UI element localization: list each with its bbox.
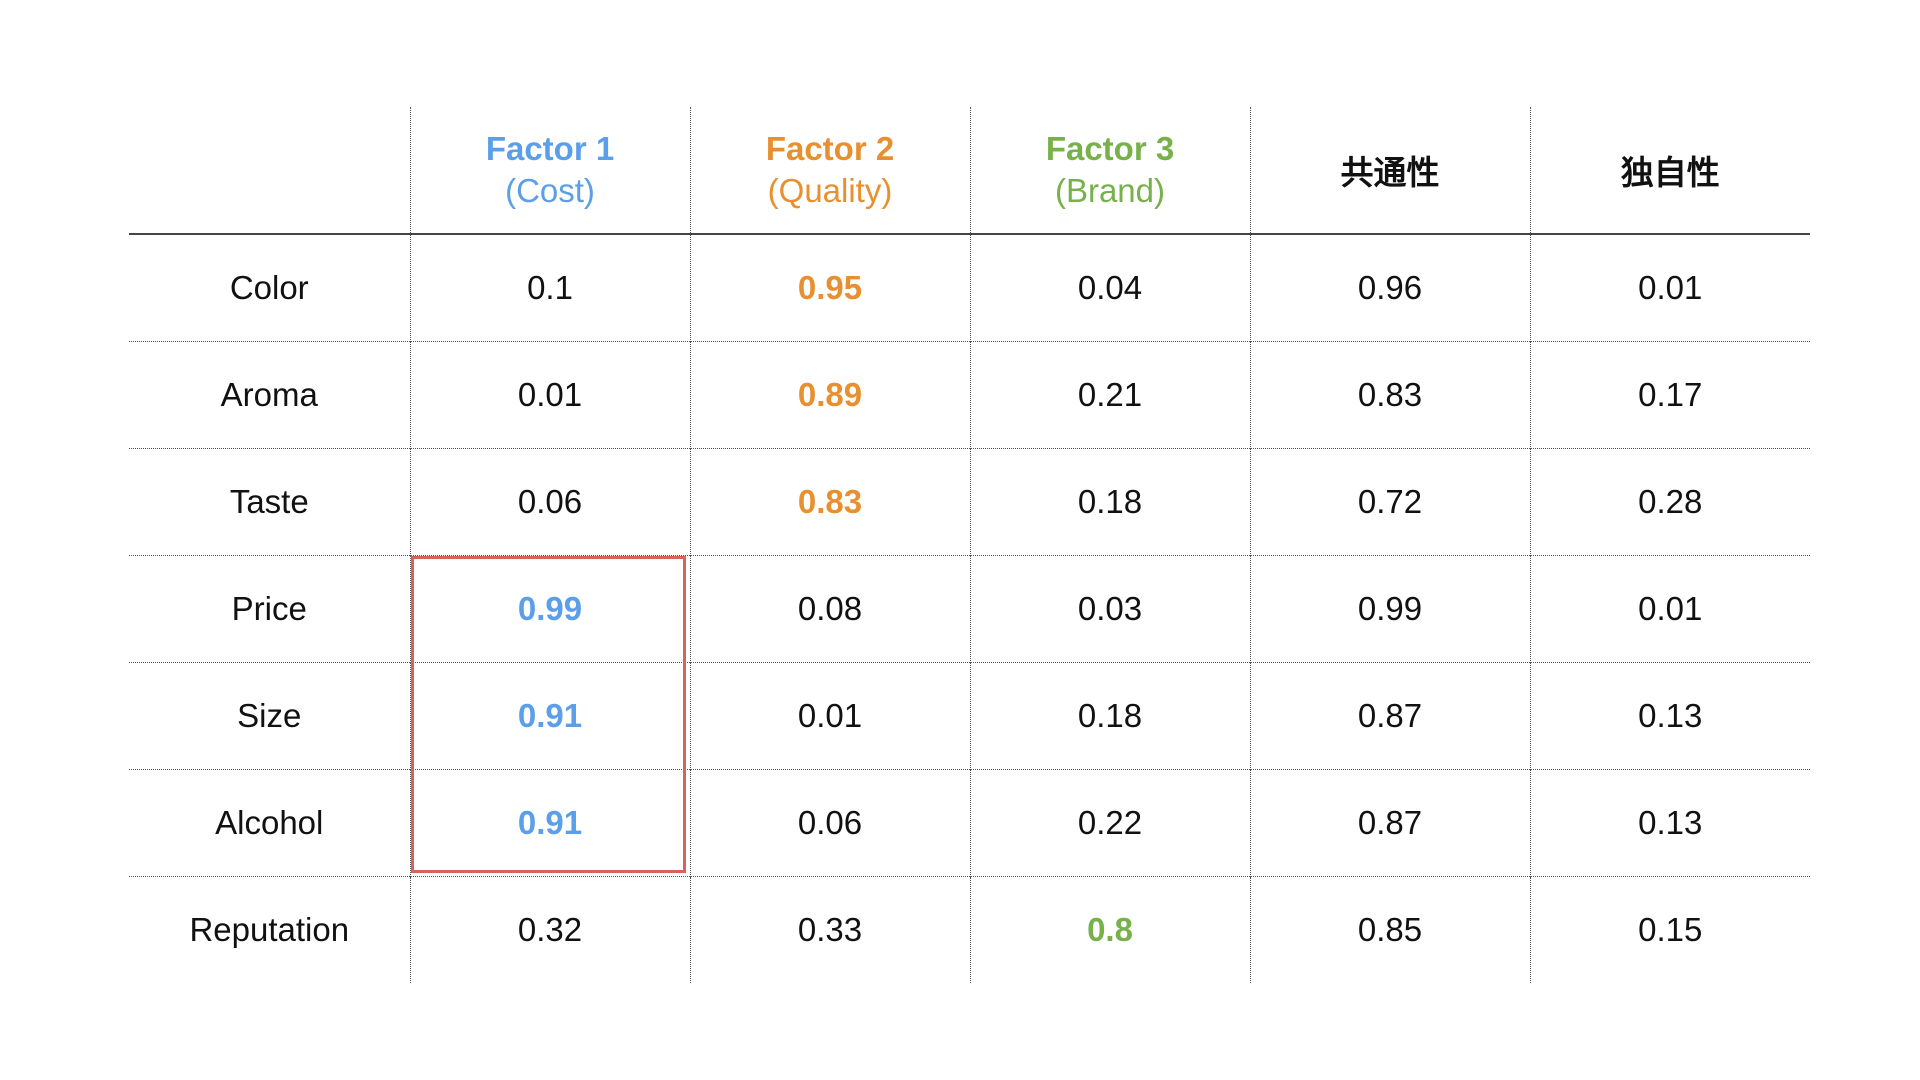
loading-value-cell: 0.91 <box>409 768 690 876</box>
factor-loading-table-container: Factor 1 (Cost) Factor 2 (Quality) Facto… <box>129 107 1810 983</box>
header-corner-cell <box>129 107 410 235</box>
loading-value-cell: 0.01 <box>1529 234 1810 341</box>
factor-1-subtitle: (Cost) <box>505 172 595 209</box>
header-factor-3: Factor 3 (Brand) <box>969 107 1250 235</box>
row-label: Aroma <box>129 340 410 448</box>
row-label: Price <box>129 554 410 662</box>
row-label: Color <box>229 268 309 306</box>
factor-2-subtitle: (Quality) <box>767 172 893 209</box>
loading-value-cell: 0.01 <box>1529 554 1810 662</box>
loading-value-cell: 0.33 <box>689 875 970 983</box>
factor-3-subtitle: (Brand) <box>1054 172 1166 209</box>
loading-value-cell: 0.87 <box>1249 661 1530 769</box>
loading-value-cell: 0.03 <box>969 554 1250 662</box>
table-row: Taste 0.06 0.83 0.18 0.72 0.28 <box>129 447 1810 555</box>
loading-value-cell: 0.06 <box>409 447 690 555</box>
loading-value-cell: 0.21 <box>969 340 1250 448</box>
header-communality: 共通性 <box>1249 107 1530 235</box>
factor-loading-table: Factor 1 (Cost) Factor 2 (Quality) Facto… <box>129 107 1810 983</box>
loading-value-cell: 0.72 <box>1249 447 1530 555</box>
factor-1-title: Factor 1 <box>485 130 615 167</box>
row-label: Size <box>129 661 410 769</box>
loading-value-cell: 0.1 <box>409 234 690 341</box>
table-row: Aroma 0.01 0.89 0.21 0.83 0.17 <box>129 340 1810 448</box>
loading-value-cell: 0.01 <box>689 661 970 769</box>
header-factor-2: Factor 2 (Quality) <box>689 107 970 235</box>
table-row: Size 0.91 0.01 0.18 0.87 0.13 <box>129 661 1810 769</box>
loading-value-cell: 0.32 <box>409 875 690 983</box>
loading-value-cell: 0.08 <box>689 554 970 662</box>
header-row: Factor 1 (Cost) Factor 2 (Quality) Facto… <box>129 107 1810 235</box>
loading-value-cell: 0.87 <box>1249 768 1530 876</box>
header-uniqueness: 独自性 <box>1529 107 1810 235</box>
loading-value-cell: 0.8 <box>969 875 1250 983</box>
loading-value-cell: 0.96 <box>1249 234 1530 341</box>
table-body: Color 0.1 0.95 0.04 0.96 0.01 Aroma 0.01 0.89 0.2… <box>129 234 1810 983</box>
header-factor-1: Factor 1 (Cost) <box>409 107 690 235</box>
loading-value-cell: 0.22 <box>969 768 1250 876</box>
loading-value-cell: 0.18 <box>969 661 1250 769</box>
loading-value-cell: 0.91 <box>409 661 690 769</box>
loading-value-cell: 0.83 <box>689 447 970 555</box>
loading-value-cell: 0.15 <box>1529 875 1810 983</box>
table-row: Price 0.99 0.08 0.03 0.99 0.01 <box>129 554 1810 662</box>
loading-value-cell: 0.89 <box>689 340 970 448</box>
factor-2-title: Factor 2 <box>765 130 895 167</box>
row-label: Reputation <box>129 875 410 983</box>
table-row: Color 0.1 0.95 0.04 0.96 0.01 <box>129 234 1810 341</box>
row-label: Taste <box>129 447 410 555</box>
loading-value-cell: 0.83 <box>1249 340 1530 448</box>
loading-value-cell: 0.01 <box>409 340 690 448</box>
loading-value-cell: 0.99 <box>409 554 690 662</box>
loading-value-cell: 0.18 <box>969 447 1250 555</box>
table-row: Reputation 0.32 0.33 0.8 0.85 0.15 <box>129 875 1810 983</box>
loading-value-cell: 0.17 <box>1529 340 1810 448</box>
table-row: Alcohol 0.91 0.06 0.22 0.87 0.13 <box>129 768 1810 876</box>
communality-title: 共通性 <box>1340 153 1440 192</box>
loading-value-cell: 0.95 <box>689 234 970 341</box>
loading-value-cell: 0.99 <box>1249 554 1530 662</box>
row-label: Alcohol <box>129 768 410 876</box>
loading-value-cell: 0.85 <box>1249 875 1530 983</box>
loading-value-cell: 0.13 <box>1529 661 1810 769</box>
loading-value-cell: 0.13 <box>1529 768 1810 876</box>
factor-3-title: Factor 3 <box>1045 130 1175 167</box>
loading-value-cell: 0.28 <box>1529 447 1810 555</box>
loading-value-cell: 0.04 <box>969 234 1250 341</box>
uniqueness-title: 独自性 <box>1620 153 1720 192</box>
loading-value-cell: 0.06 <box>689 768 970 876</box>
